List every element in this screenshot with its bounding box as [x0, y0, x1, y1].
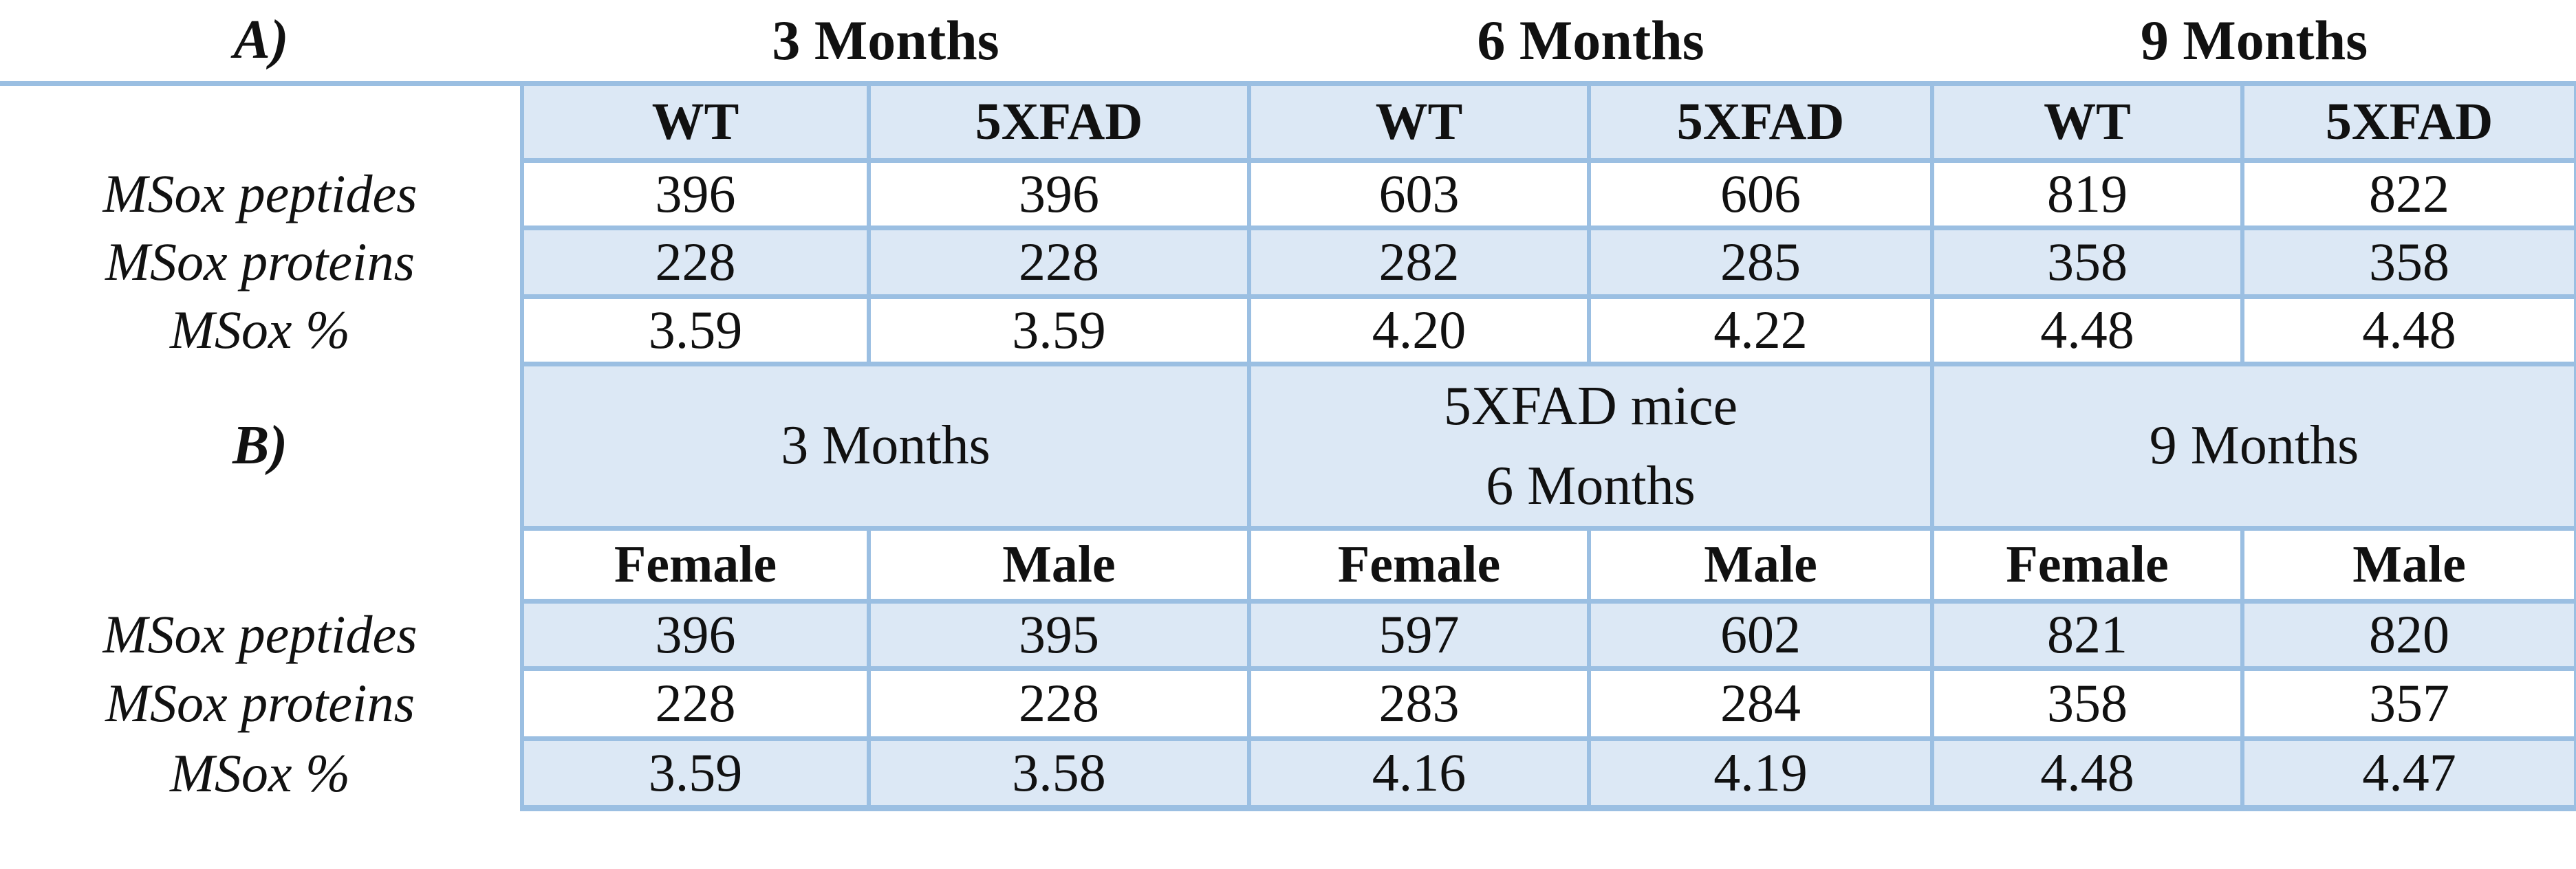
- panel-b-header-row: B) 3 Months 5XFAD mice 6 Months 9 Months: [0, 361, 2576, 531]
- empty-corner-cell: [0, 83, 522, 160]
- genotype-header: 5XFAD: [866, 80, 1252, 163]
- data-cell: 3.59: [520, 294, 871, 366]
- panel-a-header-row: A) 3 Months 6 Months 9 Months: [0, 0, 2576, 86]
- genotype-header: 5XFAD: [2240, 80, 2576, 163]
- panel-a-label: A): [0, 0, 522, 86]
- data-cell: 396: [520, 157, 871, 230]
- data-cell: 282: [1247, 225, 1592, 299]
- sex-header: Female: [1930, 525, 2245, 604]
- data-cell: 3.59: [866, 294, 1252, 366]
- data-cell: 228: [520, 225, 871, 299]
- data-cell: 228: [866, 225, 1252, 299]
- genotype-header: WT: [1247, 80, 1592, 163]
- data-cell: 4.47: [2240, 736, 2576, 811]
- table-row: MSox peptides 396 395 597 602 821 820: [0, 598, 2576, 671]
- row-label: MSox peptides: [0, 601, 522, 668]
- table-row: MSox proteins 228 228 283 284 358 357: [0, 666, 2576, 741]
- data-cell: 396: [520, 598, 871, 671]
- genotype-header: WT: [520, 80, 871, 163]
- sex-header: Female: [1247, 525, 1592, 604]
- data-cell: 602: [1587, 598, 1935, 671]
- table-row: MSox proteins 228 228 282 285 358 358: [0, 225, 2576, 299]
- empty-corner-cell: [0, 528, 522, 601]
- row-label: MSox peptides: [0, 160, 522, 228]
- data-cell: 396: [866, 157, 1252, 230]
- sex-header: Male: [1587, 525, 1935, 604]
- msox-summary-table: A) 3 Months 6 Months 9 Months WT 5XFAD W…: [0, 0, 2576, 811]
- row-label: MSox proteins: [0, 228, 522, 296]
- panel-a-month-header-3: 3 Months: [522, 0, 1250, 86]
- data-cell: 597: [1247, 598, 1592, 671]
- table-row: MSox % 3.59 3.59 4.20 4.22 4.48 4.48: [0, 294, 2576, 366]
- panel-a-month-header-9: 9 Months: [1932, 0, 2576, 86]
- data-cell: 603: [1247, 157, 1592, 230]
- panel-b-label: B): [0, 364, 522, 528]
- data-cell: 228: [520, 666, 871, 741]
- panel-b-month-header-3: 3 Months: [519, 361, 1252, 531]
- data-cell: 4.19: [1587, 736, 1935, 811]
- genotype-header: WT: [1930, 80, 2245, 163]
- data-cell: 357: [2240, 666, 2576, 741]
- data-cell: 395: [866, 598, 1252, 671]
- data-cell: 358: [1930, 225, 2245, 299]
- panel-b-month-header-9: 9 Months: [1930, 361, 2576, 531]
- data-cell: 4.48: [1930, 294, 2245, 366]
- panel-a-month-header-6: 6 Months: [1249, 0, 1933, 86]
- data-cell: 284: [1587, 666, 1935, 741]
- data-cell: 820: [2240, 598, 2576, 671]
- data-cell: 606: [1587, 157, 1935, 230]
- data-cell: 4.48: [1930, 736, 2245, 811]
- data-cell: 4.16: [1247, 736, 1592, 811]
- panel-a-genotype-row: WT 5XFAD WT 5XFAD WT 5XFAD: [0, 80, 2576, 163]
- row-label: MSox %: [0, 296, 522, 364]
- panel-b-sex-row: Female Male Female Male Female Male: [0, 525, 2576, 604]
- genotype-header: 5XFAD: [1587, 80, 1935, 163]
- data-cell: 3.58: [866, 736, 1252, 811]
- table-row: MSox peptides 396 396 603 606 819 822: [0, 157, 2576, 230]
- data-cell: 4.20: [1247, 294, 1592, 366]
- sex-header: Male: [2240, 525, 2576, 604]
- data-cell: 4.48: [2240, 294, 2576, 366]
- sex-header: Female: [520, 525, 871, 604]
- data-cell: 285: [1587, 225, 1935, 299]
- sex-header: Male: [866, 525, 1252, 604]
- data-cell: 358: [1930, 666, 2245, 741]
- panel-b-month-header-6: 6 Months: [1486, 455, 1696, 516]
- data-cell: 822: [2240, 157, 2576, 230]
- data-cell: 358: [2240, 225, 2576, 299]
- panel-b-center-header: 5XFAD mice 6 Months: [1247, 361, 1935, 531]
- data-cell: 228: [866, 666, 1252, 741]
- data-cell: 283: [1247, 666, 1592, 741]
- table-row: MSox % 3.59 3.58 4.16 4.19 4.48 4.47: [0, 736, 2576, 811]
- data-cell: 819: [1930, 157, 2245, 230]
- row-label: MSox proteins: [0, 668, 522, 738]
- data-cell: 3.59: [520, 736, 871, 811]
- data-cell: 821: [1930, 598, 2245, 671]
- data-cell: 4.22: [1587, 294, 1935, 366]
- panel-b-title: 5XFAD mice: [1443, 375, 1738, 437]
- row-label: MSox %: [0, 738, 522, 808]
